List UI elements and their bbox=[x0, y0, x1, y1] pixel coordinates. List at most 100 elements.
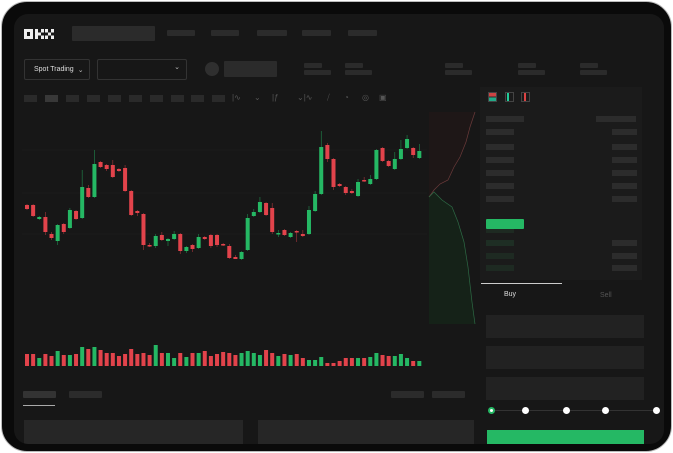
candle-body bbox=[319, 147, 324, 194]
total-input[interactable] bbox=[486, 377, 644, 400]
slider-step[interactable] bbox=[653, 407, 660, 414]
timeframe-button[interactable] bbox=[45, 95, 58, 102]
pair-dropdown[interactable]: ⌄ bbox=[97, 59, 187, 80]
candle-body bbox=[343, 187, 348, 193]
candle bbox=[264, 202, 269, 216]
filter-button[interactable] bbox=[391, 391, 424, 398]
volume-bar bbox=[325, 363, 330, 366]
slider-step[interactable] bbox=[563, 407, 570, 414]
timeframe-button[interactable] bbox=[66, 95, 79, 102]
volume-bar bbox=[313, 360, 318, 366]
book-view-bids-icon[interactable] bbox=[505, 92, 514, 102]
book-amount bbox=[612, 253, 637, 259]
volume-bar bbox=[104, 353, 109, 366]
candlestick-chart[interactable] bbox=[14, 14, 664, 444]
volume-bar bbox=[405, 358, 410, 366]
timeframe-button[interactable] bbox=[87, 95, 100, 102]
book-view-asks-icon[interactable] bbox=[521, 92, 530, 102]
buy-button[interactable] bbox=[487, 430, 644, 444]
ruler-icon[interactable]: ⧸ bbox=[327, 93, 330, 102]
tab-sell[interactable]: Sell bbox=[600, 292, 612, 299]
stat-label bbox=[580, 63, 598, 68]
timeframe-button[interactable] bbox=[150, 95, 163, 102]
chevron-down-icon: ⌄ bbox=[77, 66, 84, 74]
candle bbox=[184, 246, 189, 253]
candle bbox=[61, 223, 66, 234]
candle-body bbox=[92, 164, 97, 197]
fx-icon[interactable]: |ƒ bbox=[272, 93, 279, 102]
amount-input[interactable] bbox=[486, 346, 644, 369]
volume-bar bbox=[215, 354, 220, 366]
candle bbox=[331, 158, 336, 190]
line-tool-icon[interactable]: ⌄|∿ bbox=[297, 93, 313, 102]
okx-logo[interactable] bbox=[24, 27, 54, 39]
target-icon[interactable]: ◎ bbox=[362, 93, 369, 102]
gauge-icon[interactable]: ◔ bbox=[344, 93, 349, 102]
depth-asks bbox=[429, 112, 475, 197]
candle bbox=[196, 234, 201, 249]
leverage-slider-track[interactable] bbox=[492, 410, 659, 411]
nav-item[interactable] bbox=[211, 30, 239, 36]
stat-label bbox=[445, 63, 463, 68]
volume-bar bbox=[398, 354, 403, 366]
slider-step[interactable] bbox=[602, 407, 609, 414]
volume-bar bbox=[239, 353, 244, 366]
candle bbox=[380, 147, 385, 162]
candle-body bbox=[417, 151, 422, 158]
volume-bar bbox=[141, 353, 146, 366]
candle-body bbox=[221, 244, 226, 246]
timeframe-button[interactable] bbox=[129, 95, 142, 102]
timeframe-button[interactable] bbox=[108, 95, 121, 102]
slider-step[interactable] bbox=[522, 407, 529, 414]
candle-body bbox=[37, 217, 42, 219]
fullscreen-icon[interactable]: ▣ bbox=[379, 93, 387, 102]
tab-buy[interactable]: Buy bbox=[504, 291, 517, 298]
candle bbox=[276, 230, 281, 237]
book-price bbox=[486, 227, 514, 233]
candle-body bbox=[349, 191, 354, 193]
volume-bar bbox=[362, 358, 367, 366]
tab-order-history[interactable] bbox=[69, 391, 102, 398]
candle bbox=[325, 143, 330, 162]
indicator-icon[interactable]: |∿ bbox=[232, 93, 241, 102]
book-amount bbox=[612, 265, 637, 271]
price-input[interactable] bbox=[486, 315, 644, 338]
candle bbox=[245, 214, 250, 251]
candle bbox=[239, 251, 244, 260]
stat-label bbox=[518, 63, 536, 68]
volume-bar bbox=[276, 356, 281, 366]
stat-value bbox=[345, 70, 372, 75]
volume-bar bbox=[251, 353, 256, 366]
candle-body bbox=[172, 234, 177, 239]
chart-type-icon[interactable]: ⌄ bbox=[254, 93, 261, 102]
book-amount bbox=[612, 129, 637, 135]
timeframe-button[interactable] bbox=[212, 95, 225, 102]
book-amount bbox=[612, 196, 637, 202]
volume-bar bbox=[25, 354, 29, 366]
timeframe-button[interactable] bbox=[171, 95, 184, 102]
volume-bar bbox=[349, 358, 354, 366]
market-type-dropdown[interactable]: Spot Trading ⌄ bbox=[24, 59, 90, 80]
candle-body bbox=[208, 235, 213, 246]
candle-body bbox=[374, 150, 379, 179]
timeframe-button[interactable] bbox=[191, 95, 204, 102]
nav-item[interactable] bbox=[302, 30, 331, 36]
candle bbox=[104, 164, 109, 171]
tab-open-orders[interactable] bbox=[23, 391, 56, 398]
candle bbox=[349, 189, 354, 194]
assets-panel bbox=[258, 420, 474, 444]
book-view-both-icon[interactable] bbox=[488, 92, 497, 102]
timeframe-button[interactable] bbox=[24, 95, 37, 102]
candle-body bbox=[184, 247, 189, 251]
trading-screen: Spot Trading ⌄ ⌄ |∿ ⌄ |ƒ ⌄|∿ ⧸ ◔ ◎ ▣ bbox=[14, 14, 664, 444]
filter-button[interactable] bbox=[432, 391, 465, 398]
book-price bbox=[486, 253, 514, 259]
nav-item[interactable] bbox=[257, 30, 287, 36]
slider-handle[interactable] bbox=[488, 407, 495, 414]
search-bar[interactable] bbox=[72, 26, 155, 41]
volume-bar bbox=[55, 351, 60, 366]
volume-bar bbox=[49, 356, 54, 366]
nav-item[interactable] bbox=[348, 30, 377, 36]
candle bbox=[257, 197, 262, 213]
nav-item[interactable] bbox=[167, 30, 195, 36]
